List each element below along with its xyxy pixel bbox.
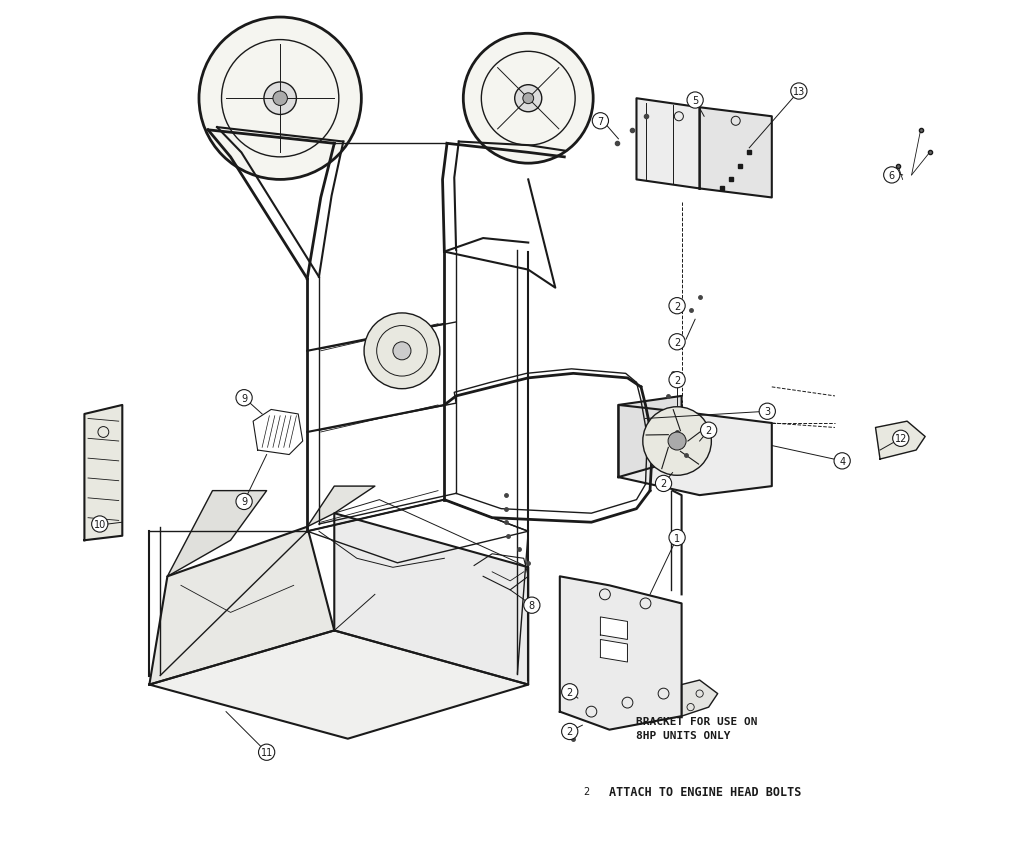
Polygon shape (876, 422, 925, 459)
Circle shape (393, 343, 411, 360)
Circle shape (523, 94, 534, 105)
Text: ATTACH TO ENGINE HEAD BOLTS: ATTACH TO ENGINE HEAD BOLTS (609, 785, 802, 797)
Circle shape (669, 334, 685, 350)
Circle shape (791, 83, 807, 100)
Circle shape (236, 494, 252, 510)
Text: 2: 2 (660, 479, 667, 489)
Circle shape (655, 475, 672, 492)
Polygon shape (600, 640, 628, 662)
Circle shape (561, 723, 578, 740)
Text: 4: 4 (839, 457, 845, 466)
Circle shape (91, 516, 108, 532)
Circle shape (523, 597, 540, 613)
Text: 7: 7 (597, 117, 603, 127)
Polygon shape (307, 486, 375, 527)
Polygon shape (167, 491, 266, 577)
Polygon shape (600, 617, 628, 640)
Text: 1: 1 (674, 532, 680, 543)
Text: 9: 9 (241, 394, 247, 403)
Polygon shape (699, 108, 772, 199)
Polygon shape (637, 99, 699, 189)
Circle shape (273, 92, 288, 106)
Text: 2: 2 (674, 337, 680, 348)
Circle shape (687, 93, 703, 109)
Text: 6: 6 (889, 170, 895, 181)
Polygon shape (150, 630, 528, 739)
Text: 2: 2 (566, 727, 572, 737)
Circle shape (668, 433, 686, 451)
Polygon shape (618, 396, 682, 477)
Text: 10: 10 (93, 520, 105, 529)
Text: 11: 11 (260, 747, 272, 757)
Polygon shape (560, 577, 682, 730)
Circle shape (463, 34, 593, 164)
Polygon shape (334, 514, 528, 685)
Circle shape (199, 18, 361, 181)
Text: 2: 2 (566, 687, 572, 697)
Text: 13: 13 (793, 87, 805, 97)
Circle shape (365, 314, 440, 389)
Circle shape (834, 453, 850, 469)
Circle shape (561, 684, 578, 700)
Text: 2: 2 (706, 426, 712, 435)
Text: 9: 9 (241, 497, 247, 507)
Circle shape (884, 168, 900, 184)
Circle shape (669, 530, 685, 546)
Circle shape (264, 83, 296, 115)
Text: 8: 8 (528, 601, 535, 611)
Text: BRACKET FOR USE ON
8HP UNITS ONLY: BRACKET FOR USE ON 8HP UNITS ONLY (637, 717, 758, 740)
Circle shape (669, 298, 685, 314)
Text: 12: 12 (895, 434, 907, 444)
Circle shape (669, 372, 685, 389)
Circle shape (700, 423, 717, 439)
Text: 2: 2 (584, 786, 590, 796)
Text: 2: 2 (674, 302, 680, 311)
Circle shape (579, 783, 595, 799)
Circle shape (236, 390, 252, 406)
Circle shape (515, 85, 542, 112)
Polygon shape (84, 406, 122, 541)
Circle shape (893, 430, 909, 447)
Polygon shape (618, 406, 772, 496)
Text: 3: 3 (764, 406, 770, 417)
Circle shape (258, 745, 274, 761)
Polygon shape (682, 680, 718, 717)
Circle shape (759, 404, 775, 420)
Circle shape (592, 113, 608, 130)
Polygon shape (150, 527, 334, 685)
Circle shape (643, 407, 712, 475)
Text: 5: 5 (692, 96, 698, 106)
Text: 2: 2 (674, 375, 680, 385)
